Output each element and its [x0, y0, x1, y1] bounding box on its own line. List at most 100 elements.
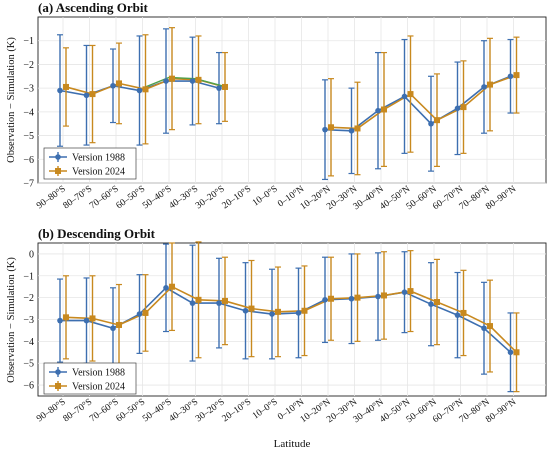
panel-b-grid — [38, 243, 546, 396]
data-point-2024 — [89, 91, 96, 98]
data-point-2024 — [63, 314, 69, 321]
legend-b-2024-label: Version 2024 — [72, 382, 125, 393]
data-point-2024 — [407, 288, 414, 295]
data-point-2024 — [116, 80, 122, 87]
data-point-2024 — [116, 321, 122, 328]
legend-a-1988-label: Version 1988 — [72, 153, 125, 164]
data-point-1988 — [481, 84, 487, 90]
data-point-1988 — [136, 87, 143, 94]
x-tick-label: 50–40°S — [141, 396, 174, 424]
data-point-2024 — [89, 315, 96, 322]
data-point-2024 — [248, 305, 255, 312]
data-point-2024 — [275, 308, 281, 315]
data-point-2024 — [222, 297, 228, 304]
data-point-1988 — [189, 78, 196, 84]
data-point-1988 — [348, 128, 355, 134]
panel-a-ylabel: Observation − Simulation (K) — [6, 37, 17, 163]
panel-b-y-axis: −6 −5 −4 −3 −2 −1 0 — [23, 249, 34, 391]
y-tick-label: −3 — [23, 315, 34, 326]
data-point-1988 — [507, 73, 514, 80]
data-point-1988 — [401, 93, 408, 100]
data-point-2024 — [142, 309, 149, 316]
x-tick-label: 90–80°S — [35, 396, 68, 424]
data-point-2024 — [434, 299, 440, 306]
data-point-1988 — [189, 300, 196, 306]
panel-descending: (b) Descending Orbit Observation − Simul… — [6, 226, 547, 425]
x-tick-label: 80–70°S — [61, 396, 94, 424]
series-line-version-1988 — [60, 286, 512, 353]
data-point-2024 — [354, 125, 361, 132]
data-point-2024 — [513, 72, 520, 79]
x-axis-title: Latitude — [274, 438, 311, 450]
data-point-1988 — [216, 85, 222, 91]
panel-a-series — [57, 27, 520, 181]
y-tick-label: −2 — [23, 60, 34, 71]
x-tick-label: 30–20°S — [194, 396, 227, 424]
y-tick-label: −5 — [23, 359, 34, 370]
data-point-2024 — [195, 296, 202, 303]
data-point-1988 — [269, 311, 275, 317]
y-tick-label: −1 — [23, 36, 34, 47]
y-tick-label: −5 — [23, 131, 34, 142]
data-point-1988 — [295, 310, 302, 316]
panel-ascending: (a) Ascending Orbit Observation − Simula… — [6, 0, 547, 212]
data-point-1988 — [428, 301, 434, 308]
data-point-1988 — [322, 126, 328, 133]
data-point-1988 — [110, 82, 116, 89]
data-point-2024 — [434, 117, 440, 124]
y-tick-label: −7 — [23, 179, 34, 190]
y-tick-label: −6 — [23, 155, 34, 166]
x-tick-label: 60–50°S — [114, 396, 147, 424]
x-tick-label: 40–30°S — [167, 183, 200, 211]
data-point-1988 — [375, 107, 381, 114]
x-tick-label: 80–90°N — [484, 183, 519, 212]
data-point-2024 — [328, 124, 334, 131]
panel-a-x-axis: 90–80°S80–70°S70–60°S60–50°S50–40°S40–30… — [35, 183, 519, 212]
data-point-1988 — [507, 349, 514, 356]
legend-b-1988-marker — [55, 369, 61, 375]
panel-a-y-axis: −7 −6 −5 −4 −3 −2 −1 — [23, 36, 34, 189]
panel-b-legend: Version 1988 Version 2024 — [43, 362, 137, 395]
data-point-2024 — [407, 91, 414, 98]
data-point-2024 — [381, 106, 387, 113]
data-point-2024 — [354, 294, 361, 301]
panel-b-series — [57, 241, 520, 393]
data-point-1988 — [401, 289, 408, 295]
data-point-2024 — [460, 104, 467, 111]
data-point-1988 — [83, 92, 90, 99]
x-tick-label: 90–80°S — [35, 183, 68, 211]
legend-a-2024-marker — [55, 168, 61, 174]
data-point-2024 — [513, 349, 520, 356]
x-tick-label: 20–10°S — [220, 183, 253, 211]
panel-b-x-axis: 90–80°S80–70°S70–60°S60–50°S50–40°S40–30… — [35, 396, 519, 425]
data-point-2024 — [169, 75, 175, 82]
y-tick-label: −2 — [23, 293, 34, 304]
data-point-1988 — [348, 295, 355, 302]
data-point-2024 — [63, 83, 69, 90]
y-tick-label: −4 — [23, 337, 34, 348]
data-point-2024 — [301, 307, 308, 314]
x-tick-label: 80–70°S — [61, 183, 94, 211]
x-tick-label: 60–50°S — [114, 183, 147, 211]
legend-b-1988-label: Version 1988 — [72, 368, 125, 379]
x-tick-label: 40–30°S — [167, 396, 200, 424]
data-point-1988 — [57, 87, 63, 94]
data-point-2024 — [195, 76, 202, 83]
data-point-1988 — [163, 285, 169, 291]
data-point-2024 — [328, 295, 334, 302]
legend-b-2024-marker — [55, 383, 61, 389]
x-tick-label: 20–10°S — [220, 396, 253, 424]
data-point-1988 — [216, 300, 222, 306]
data-point-1988 — [322, 297, 328, 303]
data-point-1988 — [454, 105, 461, 112]
y-tick-label: −1 — [23, 271, 34, 282]
data-point-2024 — [487, 81, 493, 88]
panel-b-title: (b) Descending Orbit — [38, 226, 156, 241]
panel-b-ylabel: Observation − Simulation (K) — [6, 257, 17, 383]
x-tick-label: 50–40°S — [141, 183, 174, 211]
data-point-2024 — [142, 86, 149, 93]
data-point-1988 — [163, 78, 169, 84]
y-tick-label: −3 — [23, 84, 34, 95]
series-line-highlight — [142, 76, 223, 89]
legend-a-2024-label: Version 2024 — [72, 167, 125, 178]
